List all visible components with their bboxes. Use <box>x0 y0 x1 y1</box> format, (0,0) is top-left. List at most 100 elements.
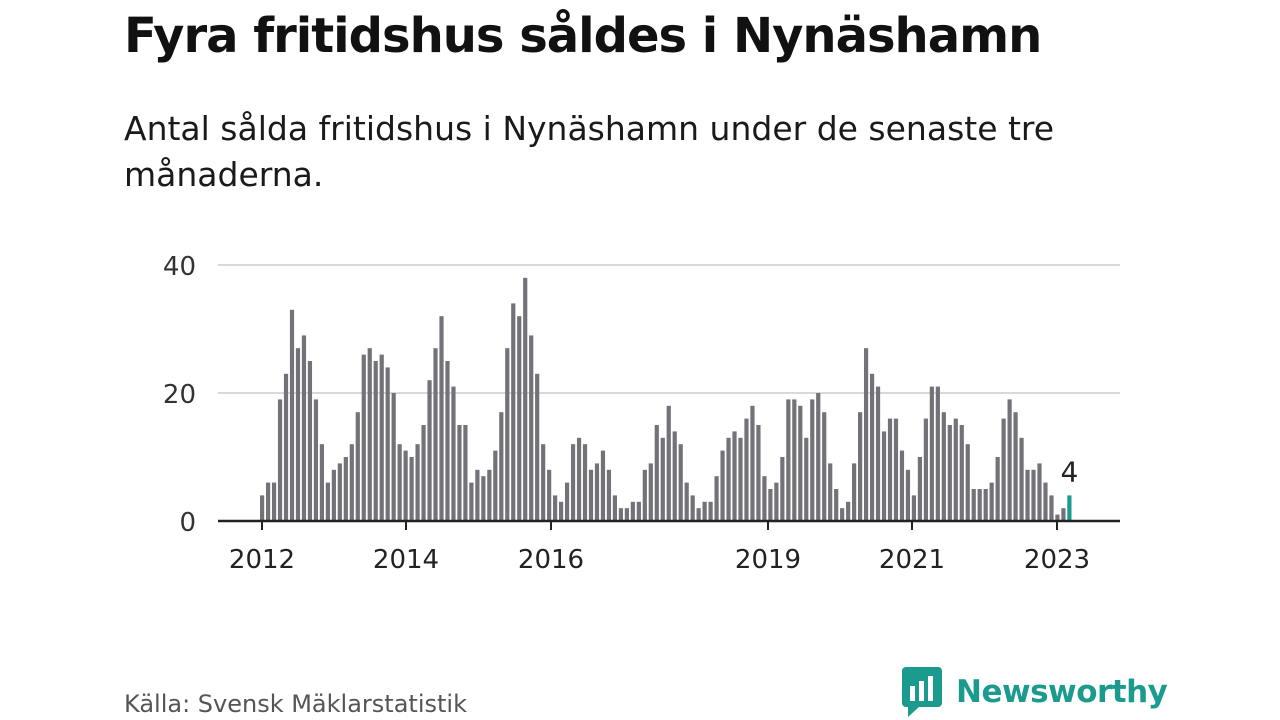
bar <box>445 361 450 521</box>
bar <box>307 361 313 521</box>
bar <box>911 495 917 521</box>
bar <box>541 444 546 521</box>
bar <box>804 437 809 521</box>
bar <box>762 476 767 521</box>
bar <box>337 463 342 521</box>
bar <box>1001 418 1006 521</box>
bar <box>325 482 330 521</box>
bar <box>798 405 803 521</box>
bar-highlighted <box>1067 495 1072 521</box>
bar <box>421 425 426 521</box>
bar <box>702 501 707 521</box>
latest-value-label: 4 <box>1060 455 1078 488</box>
brand-logo: Newsworthy <box>902 667 1168 717</box>
bar <box>289 309 295 521</box>
bar <box>367 348 372 521</box>
bar <box>846 501 851 521</box>
bar <box>588 469 594 521</box>
bar <box>271 482 277 521</box>
x-tick-label: 2023 <box>1024 545 1090 575</box>
bar <box>391 393 396 521</box>
bar <box>899 450 905 521</box>
bar <box>965 444 970 521</box>
bar <box>941 412 946 521</box>
bar <box>301 335 307 521</box>
bar <box>511 303 516 521</box>
bar <box>1043 482 1048 521</box>
bar <box>331 469 336 521</box>
bar <box>708 501 713 521</box>
bar <box>786 399 791 521</box>
grid-lines <box>218 264 1120 394</box>
bar <box>660 437 665 521</box>
bar <box>427 380 432 521</box>
bar <box>863 348 869 521</box>
bar <box>1013 412 1018 521</box>
bar <box>672 431 677 521</box>
bar <box>756 425 761 521</box>
bar <box>648 463 653 521</box>
bar <box>403 450 408 521</box>
bar <box>834 489 839 521</box>
bar <box>744 418 749 521</box>
bar <box>1025 469 1030 521</box>
bar <box>283 373 289 521</box>
bar <box>816 393 821 521</box>
bar <box>905 469 911 521</box>
y-tick-label: 40 <box>163 252 196 282</box>
bar <box>260 495 265 521</box>
bar <box>535 373 540 521</box>
bar <box>451 386 456 521</box>
bar <box>726 437 731 521</box>
bar <box>780 457 785 521</box>
bar <box>977 489 982 521</box>
bar <box>559 501 564 521</box>
bar <box>361 354 366 521</box>
bar <box>469 482 474 521</box>
x-tick-label: 2012 <box>229 545 295 575</box>
bar <box>989 482 994 521</box>
bar <box>277 399 283 521</box>
bar <box>313 399 319 521</box>
bar <box>624 508 629 521</box>
bar <box>654 425 659 521</box>
y-axis-tick-labels: 0 20 40 <box>163 252 196 538</box>
bar <box>517 316 522 521</box>
bar <box>887 418 893 521</box>
bar <box>893 418 899 521</box>
bar <box>768 489 773 521</box>
bar <box>385 367 390 521</box>
bar <box>840 508 845 521</box>
x-tick-label: 2016 <box>518 545 584 575</box>
source-note: Källa: Svensk Mäklarstatistik <box>124 690 467 718</box>
bar <box>971 489 976 521</box>
bar <box>505 348 510 521</box>
bar <box>630 501 635 521</box>
bar <box>869 373 875 521</box>
bar <box>792 399 797 521</box>
bar <box>523 277 528 521</box>
bar <box>547 469 552 521</box>
x-tick-label: 2019 <box>735 545 801 575</box>
bar <box>397 444 402 521</box>
bar <box>858 412 863 521</box>
x-tick-label: 2014 <box>373 545 439 575</box>
bar <box>714 476 719 521</box>
bar <box>618 508 623 521</box>
bar <box>810 399 815 521</box>
bar <box>822 412 827 521</box>
bar <box>852 463 857 521</box>
bar <box>529 335 534 521</box>
bar <box>570 444 576 521</box>
bar <box>947 425 952 521</box>
bar <box>433 348 438 521</box>
bar <box>750 405 755 521</box>
bar <box>666 405 671 521</box>
y-tick-label: 0 <box>179 508 196 538</box>
chart-title: Fyra fritidshus såldes i Nynäshamn <box>124 8 1042 64</box>
bar <box>959 425 964 521</box>
bar <box>995 457 1000 521</box>
bar <box>319 444 324 521</box>
bar <box>265 482 271 521</box>
bar <box>720 450 725 521</box>
